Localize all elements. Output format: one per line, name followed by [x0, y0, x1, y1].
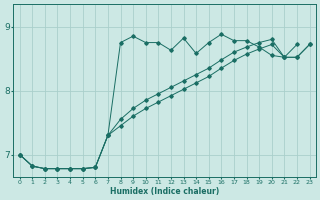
X-axis label: Humidex (Indice chaleur): Humidex (Indice chaleur) — [110, 187, 219, 196]
